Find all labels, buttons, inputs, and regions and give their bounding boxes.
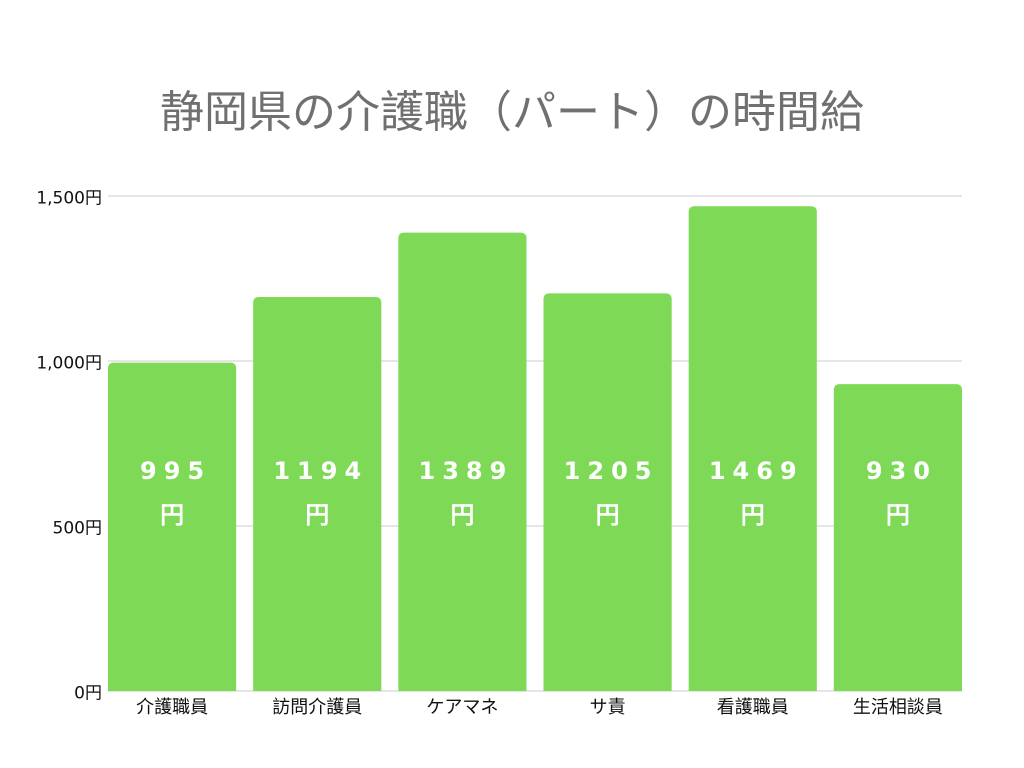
- x-tick-label: 生活相談員: [852, 697, 943, 718]
- y-tick-label: 1,000円: [36, 353, 102, 374]
- y-tick-label: 500円: [52, 518, 102, 539]
- x-tick-label: 看護職員: [716, 697, 789, 718]
- chart-title: 静岡県の介護職（パート）の時間給: [160, 87, 864, 138]
- bar: [688, 206, 817, 692]
- x-tick-label: サ責: [589, 697, 626, 718]
- data-label: 1469円: [708, 457, 804, 529]
- bar: [253, 296, 382, 691]
- bar: [398, 232, 527, 691]
- data-label: 1389円: [418, 457, 514, 529]
- data-label: 1205円: [563, 457, 659, 529]
- x-tick-label: 訪問介護員: [272, 697, 363, 718]
- y-tick-label: 0円: [74, 683, 102, 704]
- data-label: 1194円: [273, 457, 369, 529]
- data-label: 930円: [865, 457, 937, 529]
- bar: [543, 293, 672, 691]
- bar: [833, 384, 962, 691]
- y-tick-label: 1,500円: [36, 188, 102, 209]
- bar: [108, 362, 237, 691]
- x-tick-label: ケアマネ: [426, 697, 499, 718]
- x-tick-label: 介護職員: [136, 697, 209, 718]
- data-label: 995円: [140, 457, 212, 529]
